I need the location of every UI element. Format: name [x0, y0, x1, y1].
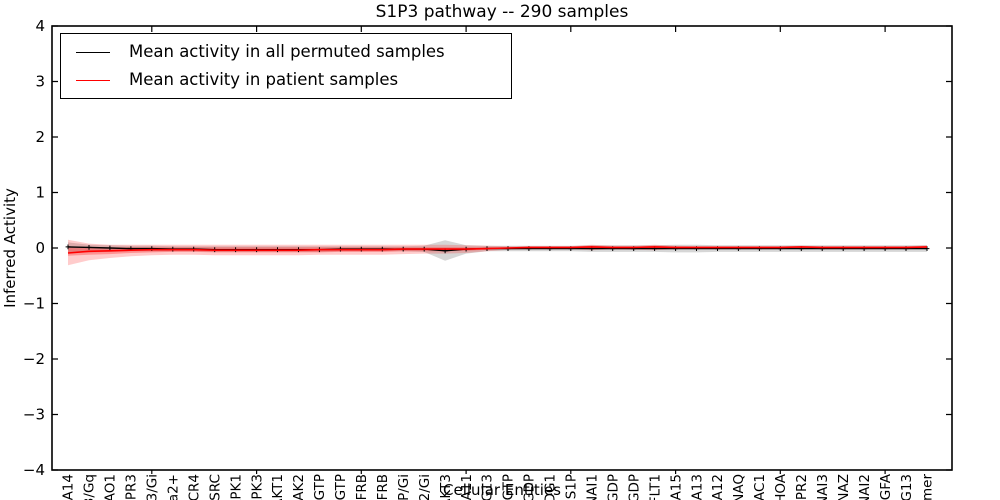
x-tick-label: mol:GDP — [522, 474, 538, 500]
y-axis-label: Inferred Activity — [1, 188, 19, 308]
x-tick-label: RhoA/GDP — [626, 474, 642, 500]
x-tick-label: Rac1/GTP — [312, 474, 328, 500]
y-tick-label: 4 — [35, 17, 45, 35]
x-tick-label: SRC — [207, 474, 223, 500]
patient-band-inner — [68, 245, 927, 256]
x-axis-label: Cellular Entities — [443, 481, 561, 499]
x-tick-label: GNAQ — [731, 474, 747, 500]
x-tick-label: S1PR2 — [794, 474, 810, 500]
x-tick-label: S1P/S1P3/G12/G13 — [480, 474, 496, 500]
y-tick-label: 1 — [35, 184, 45, 202]
x-tick-label: CXCR4 — [186, 474, 202, 500]
x-tick-label: JAK2 — [291, 474, 307, 500]
x-tick-label: AKT3 — [438, 474, 454, 500]
x-tick-label: mol:GTP — [501, 474, 517, 500]
x-tick-label: GNA15 — [668, 474, 684, 500]
x-tick-label: GNAI2 — [857, 474, 873, 500]
x-tick-label: S1P/S1P3/Gi — [145, 474, 161, 500]
x-tick-label: S1P1/S1P/Gi — [396, 474, 412, 500]
x-tick-label: S1PR3 — [124, 474, 140, 500]
x-ticks — [151, 26, 886, 474]
black-line-sample — [76, 51, 110, 53]
x-tick-label: RhoA/GTP — [333, 474, 349, 500]
y-tick-label: −1 — [23, 295, 45, 313]
legend-label-patient: Mean activity in patient samples — [129, 70, 399, 89]
y-tick-label: −4 — [23, 461, 45, 479]
chart-title: S1P3 pathway -- 290 samples — [375, 2, 629, 22]
x-tick-label: GNA14 — [61, 474, 77, 500]
red-line-sample — [76, 79, 110, 81]
x-tick-label: FLT1 — [647, 474, 663, 500]
permuted-band — [68, 240, 927, 261]
x-tick-label: PDGFB-D/PDGFRB — [375, 474, 391, 500]
y-tick-label: 3 — [35, 73, 45, 91]
y-tick-label: −2 — [23, 350, 45, 368]
legend-label-permuted: Mean activity in all permuted samples — [129, 42, 445, 61]
x-tick-label: MAPK1 — [228, 474, 244, 500]
y-ticks — [52, 25, 952, 471]
x-tick-label: VEGFA — [878, 473, 894, 500]
x-tick-label: RAC1 — [752, 474, 768, 500]
y-tick-label: 0 — [35, 239, 45, 257]
x-tick-label: S1P/S1P3/Gq — [82, 474, 98, 500]
legend-entry-permuted: Mean activity in all permuted samples — [61, 42, 511, 62]
x-tick-label: Rac1/GDP — [605, 474, 621, 500]
x-tick-label: GNAI3 — [815, 474, 831, 500]
y-tick-label: 2 — [35, 128, 45, 146]
patient-mean-line — [67, 246, 928, 254]
x-tick-label: GNA11 — [459, 474, 475, 500]
x-tick-label: EDG1 — [543, 474, 559, 500]
x-tick-label: RHOA — [773, 473, 789, 500]
patient-band-outer — [68, 239, 927, 266]
x-tick-label: mol:S1P — [564, 474, 580, 500]
x-tick-label: GNA13 — [689, 474, 705, 500]
x-tick-label: GNAZ — [836, 474, 852, 500]
x-tick-label: S1P/S1P2/Gi — [417, 474, 433, 500]
x-tick-label: VEGFR1 homodimer/VEGFA homodimer — [920, 474, 936, 500]
x-tick-label: mol:Ca2+ — [165, 474, 181, 500]
x-tick-label: MAPK3 — [249, 474, 265, 500]
x-tick-label: GNAO1 — [103, 474, 119, 500]
legend-entry-patient: Mean activity in patient samples — [61, 70, 511, 90]
x-tick-label: PDGFRB — [354, 474, 370, 500]
x-tick-label: GNA12 — [710, 474, 726, 500]
y-tick-label: −3 — [23, 406, 45, 424]
x-tick-label: AKT1 — [270, 474, 286, 500]
legend: Mean activity in all permuted samples Me… — [60, 33, 512, 99]
x-tick-label: GNAI1 — [585, 474, 601, 500]
x-tick-label: G12/G13 — [899, 474, 915, 500]
